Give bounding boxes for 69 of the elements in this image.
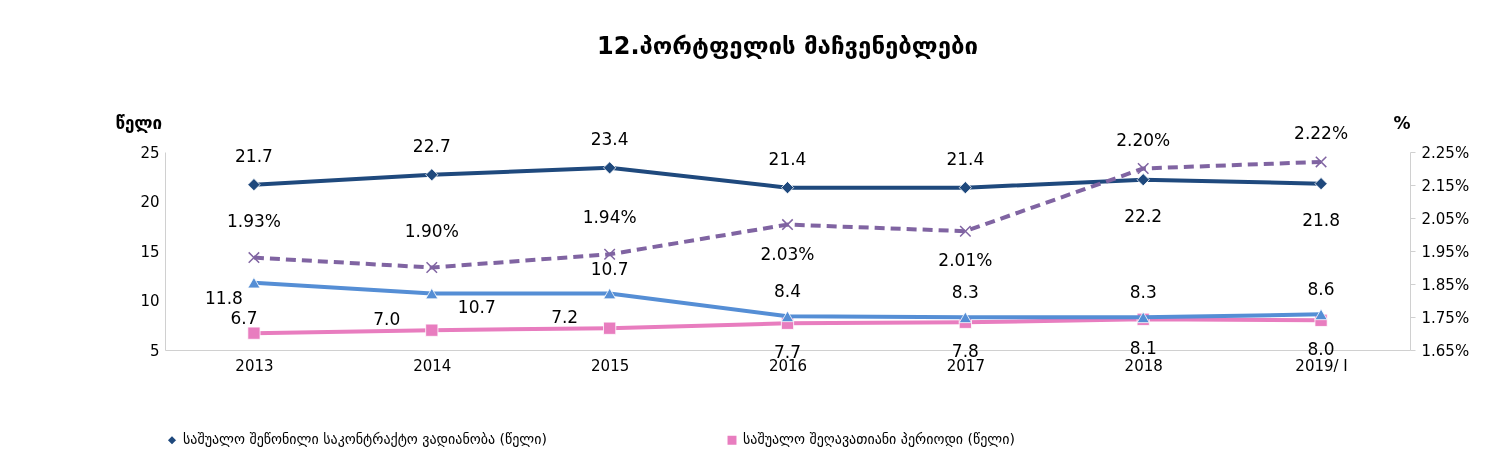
chart-title: 12.პორტფელის მაჩვენებლები — [596, 32, 979, 60]
x-tick-label: 2014 — [413, 356, 452, 375]
y2-tick-label: 1.75% — [1421, 308, 1470, 327]
y2-tick-label: 1.95% — [1421, 242, 1470, 261]
point — [958, 311, 972, 324]
data-label: 2.20% — [1116, 129, 1171, 150]
point — [603, 321, 617, 335]
data-label: 22.7 — [412, 135, 451, 156]
point — [425, 323, 439, 337]
x-tick-label: 2018 — [1124, 356, 1163, 375]
data-label: 21.8 — [1302, 209, 1340, 230]
point — [1314, 177, 1328, 191]
data-label: 21.4 — [946, 148, 985, 169]
data-label: 7.2 — [551, 307, 579, 328]
point — [780, 181, 795, 195]
point — [1315, 155, 1328, 168]
point — [603, 248, 616, 261]
point — [958, 181, 972, 195]
data-label: 8.4 — [773, 281, 802, 302]
point — [1137, 162, 1150, 175]
y2-tick-label: 2.25% — [1421, 143, 1470, 162]
point — [781, 218, 794, 231]
point — [247, 251, 260, 264]
point — [603, 161, 617, 175]
data-label: 8.3 — [951, 282, 979, 303]
point — [1136, 173, 1150, 187]
point — [247, 326, 261, 340]
legend-label: საშუალო შეწონილი საკონტრაქტო ვადიანობა (წელი) — [183, 431, 547, 448]
data-label: 8.6 — [1307, 279, 1335, 300]
x-tick-label: 2013 — [235, 356, 274, 375]
point — [425, 261, 438, 274]
point — [425, 168, 439, 182]
y-tick-label: 25 — [140, 143, 160, 162]
data-label: 21.4 — [768, 148, 807, 169]
data-label: 10.7 — [457, 296, 496, 317]
y-tick-label: 5 — [149, 341, 160, 360]
data-label: 2.01% — [938, 250, 993, 271]
legend-label: საშუალო შეღავათიანი პერიოდი (წელი) — [743, 431, 1015, 448]
point — [603, 287, 617, 300]
data-label: 8.1 — [1129, 338, 1157, 359]
data-label: 2.03% — [760, 243, 815, 264]
y-tick-label: 10 — [140, 292, 160, 310]
y2-tick-label: 1.65% — [1421, 341, 1470, 360]
y2-tick-label: 2.05% — [1421, 209, 1470, 228]
point — [1314, 308, 1328, 321]
point — [780, 310, 795, 323]
y-axis-title: წელი — [115, 112, 163, 133]
data-label: 22.2 — [1124, 205, 1163, 226]
data-label: 21.7 — [235, 145, 273, 166]
data-label: 6.7 — [230, 308, 258, 329]
data-label: 10.7 — [590, 258, 629, 279]
point — [247, 178, 261, 192]
y-tick-label: 15 — [140, 242, 160, 261]
data-label: 11.8 — [205, 287, 243, 308]
x-tick-label: 2015 — [591, 356, 630, 375]
data-label: 2.22% — [1294, 122, 1349, 143]
y2-tick-label: 2.15% — [1421, 176, 1470, 195]
data-label: 7.0 — [373, 309, 401, 330]
y2-tick-label: 1.85% — [1421, 275, 1470, 294]
point — [959, 225, 972, 238]
data-label: 23.4 — [590, 128, 629, 149]
data-label: 1.94% — [582, 207, 637, 228]
point — [425, 287, 439, 300]
data-label: 1.90% — [404, 220, 459, 241]
y2-axis-title: % — [1393, 112, 1411, 133]
point — [247, 276, 261, 289]
data-label: 1.93% — [226, 210, 281, 231]
data-label: 8.3 — [1129, 282, 1157, 303]
y-tick-label: 20 — [140, 193, 160, 211]
